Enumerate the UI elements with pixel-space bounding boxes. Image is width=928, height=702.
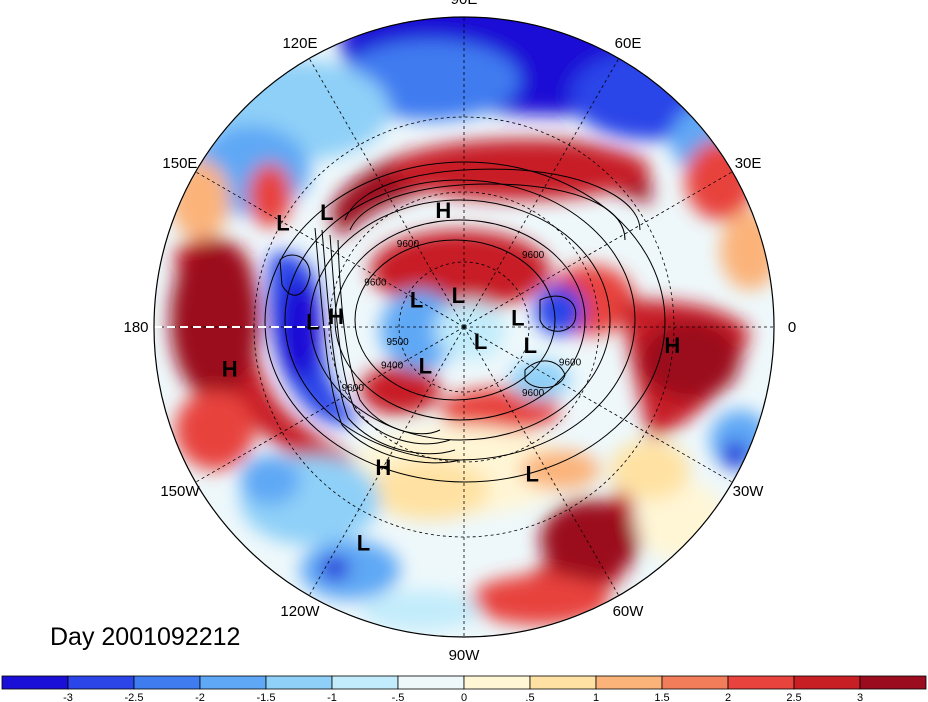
- low-pressure-marker: L: [320, 200, 333, 225]
- low-pressure-marker: L: [419, 354, 432, 379]
- low-pressure-marker: L: [452, 283, 465, 308]
- colorbar-swatch: [727, 675, 795, 690]
- longitude-label: 90W: [449, 647, 481, 664]
- longitude-labels: 90E 120E 60E 150E 30E 180 0 150W 30W 120W 60W 90W: [123, 0, 796, 664]
- colorbar-tick-label: -1.5: [257, 692, 276, 702]
- colorbar-swatch: [661, 675, 729, 690]
- low-pressure-marker: L: [276, 210, 289, 235]
- colorbar-tick-label: 2: [725, 692, 731, 702]
- colorbar-swatch: [595, 675, 663, 690]
- colorbar-tick-label: 1.5: [654, 692, 669, 702]
- colorbar-tick-label: -1: [327, 692, 337, 702]
- high-pressure-marker: H: [664, 333, 680, 358]
- colorbar: -3 -2.5 -2 -1.5 -1 -.5 0 .5 1 1.5 2 2.5 3: [1, 675, 927, 702]
- longitude-label: 150E: [162, 155, 197, 172]
- colorbar-tick-label: -.5: [392, 692, 405, 702]
- high-pressure-marker: H: [375, 455, 391, 480]
- colorbar-swatch: [529, 675, 597, 690]
- contour-value-label: 9500: [386, 337, 409, 348]
- contour-value-label: 9400: [381, 361, 404, 372]
- contour-value-labels: 9600 9600 9500 9400 9600 9600 9600 9600: [342, 239, 582, 399]
- graticule: [154, 17, 774, 637]
- low-pressure-marker: L: [524, 333, 537, 358]
- colorbar-tick-label: -2: [195, 692, 205, 702]
- low-pressure-marker: L: [410, 288, 423, 313]
- colorbar-tick-label: .5: [525, 692, 534, 702]
- low-pressure-marker: L: [474, 329, 487, 354]
- contour-value-label: 9600: [342, 383, 365, 394]
- colorbar-swatch: [67, 675, 135, 690]
- colorbar-swatch: [463, 675, 531, 690]
- longitude-label: 120E: [282, 35, 317, 52]
- geopotential-contours: [264, 161, 666, 483]
- low-pressure-marker: L: [511, 306, 524, 331]
- colorbar-swatch: [331, 675, 399, 690]
- longitude-label: 90E: [451, 0, 478, 8]
- longitude-label: 30W: [733, 483, 765, 500]
- day-title: Day 2001092212: [50, 623, 240, 651]
- colorbar-tick-label: -3: [63, 692, 73, 702]
- longitude-label: 0: [788, 319, 796, 336]
- colorbar-tick-label: -2.5: [125, 692, 144, 702]
- longitude-label: 60E: [615, 35, 642, 52]
- high-pressure-marker: H: [435, 198, 451, 223]
- colorbar-swatch: [1, 675, 69, 690]
- colorbar-tick-label: 3: [857, 692, 863, 702]
- low-pressure-marker: L: [306, 310, 319, 335]
- map-boundary: [153, 16, 775, 638]
- colorbar-swatch: [265, 675, 333, 690]
- colorbar-tick-label: 0: [461, 692, 467, 702]
- colorbar-swatch: [199, 675, 267, 690]
- colorbar-tick-label: 1: [593, 692, 599, 702]
- low-pressure-marker: L: [357, 531, 370, 556]
- colorbar-swatch: [793, 675, 861, 690]
- contour-value-label: 9600: [397, 239, 420, 250]
- high-pressure-marker: H: [222, 356, 238, 381]
- colorbar-swatch: [133, 675, 201, 690]
- longitude-label: 60W: [613, 603, 645, 620]
- colorbar-swatch: [859, 675, 927, 690]
- contour-value-label: 9600: [522, 250, 545, 261]
- longitude-label: 180: [123, 319, 148, 336]
- colorbar-tick-label: 2.5: [786, 692, 801, 702]
- contour-value-label: 9600: [522, 388, 545, 399]
- contour-value-label: 9600: [364, 278, 387, 289]
- colorbar-swatch: [397, 675, 465, 690]
- low-pressure-marker: L: [525, 461, 538, 486]
- longitude-label: 150W: [160, 483, 200, 500]
- map-disk: [154, 17, 774, 637]
- high-pressure-marker: H: [328, 304, 344, 329]
- contour-value-label: 9600: [559, 358, 582, 369]
- longitude-label: 30E: [735, 155, 762, 172]
- longitude-label: 120W: [280, 603, 320, 620]
